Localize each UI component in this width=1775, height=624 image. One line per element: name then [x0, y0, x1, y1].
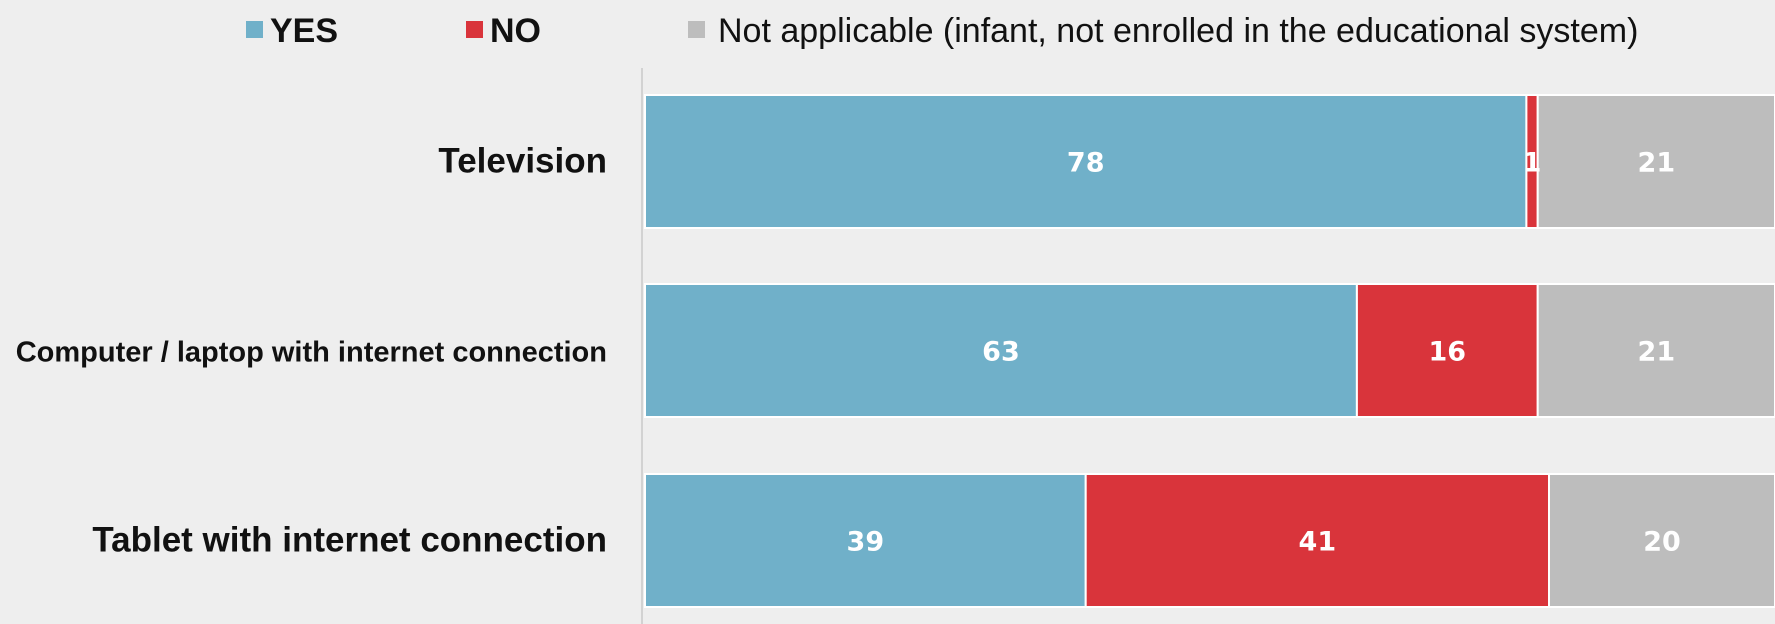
category-label-2: Computer / laptop with internet connecti…	[16, 337, 607, 369]
bar-3-series-3	[1548, 473, 1775, 608]
bar-3-series-1	[644, 473, 1087, 608]
value-labels: 78 1 21 63 16 21 39 41 20	[847, 148, 1681, 558]
legend-label-2: NO	[490, 12, 541, 50]
value-label-2-2: 16	[1429, 337, 1467, 368]
legend-swatch-3	[688, 21, 705, 38]
bar-2-series-1	[644, 283, 1358, 418]
category-label-1: Television	[438, 142, 607, 181]
legend: YES NO Not applicable (infant, not enrolle…	[246, 12, 1638, 50]
legend-label-3: Not applicable (infant, not enrolled in …	[718, 12, 1638, 50]
bar-1-series-1	[644, 94, 1528, 229]
value-label-1-3: 21	[1638, 148, 1676, 179]
bar-1-series-3	[1536, 94, 1775, 229]
value-label-2-3: 21	[1638, 337, 1676, 368]
value-label-3-3: 20	[1643, 527, 1681, 558]
value-label-3-2: 41	[1299, 527, 1337, 558]
category-label-3: Tablet with internet connection	[92, 521, 607, 560]
bar-3-series-2	[1084, 473, 1550, 608]
value-label-1-1: 78	[1067, 148, 1105, 179]
value-label-1-2: 1	[1523, 148, 1542, 179]
bars	[644, 94, 1775, 608]
bar-2-series-2	[1355, 283, 1539, 418]
bar-2-series-3	[1536, 283, 1775, 418]
value-label-2-1: 63	[982, 337, 1020, 368]
value-label-3-1: 39	[847, 527, 885, 558]
legend-swatch-2	[466, 21, 483, 38]
legend-label-1: YES	[270, 12, 338, 50]
category-labels: Television Computer / laptop with interne…	[16, 142, 607, 560]
legend-swatch-1	[246, 21, 263, 38]
